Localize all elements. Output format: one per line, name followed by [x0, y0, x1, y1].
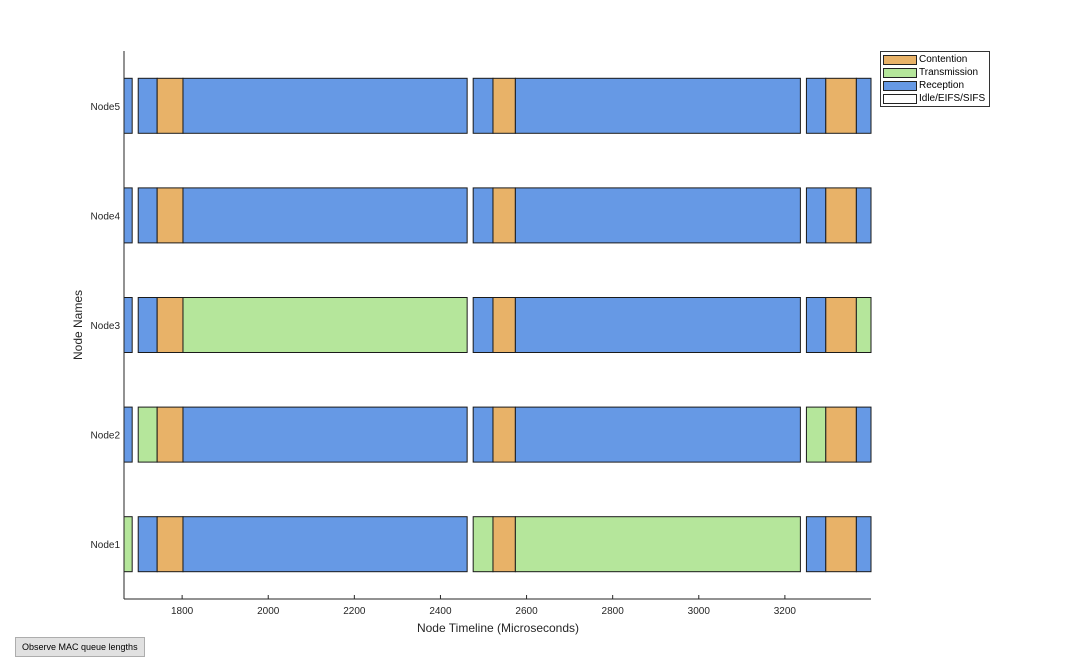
- timeline-row-node3: [123, 297, 872, 353]
- segment-transmission: [805, 406, 827, 463]
- segment-reception: [514, 406, 801, 463]
- segment-reception: [472, 406, 494, 463]
- segment-contention: [825, 297, 857, 353]
- y-tick-labels: Node5 Node4 Node3 Node2 Node1: [91, 102, 121, 551]
- legend-item-idle: Idle/EIFS/SIFS: [883, 92, 987, 105]
- x-tick-label: 2000: [257, 606, 280, 617]
- timeline-row-node2: [123, 406, 872, 463]
- segment-reception: [805, 297, 827, 353]
- segment-reception: [472, 297, 494, 353]
- legend-item-transmission: Transmission: [883, 66, 987, 79]
- y-tick-label: Node1: [91, 540, 121, 551]
- segment-reception: [123, 77, 133, 134]
- segment-reception: [182, 187, 468, 244]
- x-tick-label: 3000: [688, 606, 711, 617]
- segment-reception: [855, 187, 872, 244]
- segment-contention: [156, 187, 184, 244]
- segment-contention: [825, 77, 857, 134]
- segment-contention: [156, 516, 184, 573]
- segment-reception: [182, 77, 468, 134]
- legend-label: Transmission: [919, 67, 979, 78]
- segment-contention: [156, 406, 184, 463]
- legend-item-reception: Reception: [883, 79, 987, 92]
- segment-contention: [825, 516, 857, 573]
- segment-reception: [805, 516, 827, 573]
- y-axis-label: Node Names: [71, 290, 85, 360]
- y-tick-label: Node2: [91, 431, 121, 442]
- segment-transmission: [123, 516, 133, 573]
- segment-contention: [825, 406, 857, 463]
- segment-reception: [137, 187, 158, 244]
- y-tick-label: Node5: [91, 102, 121, 113]
- segment-transmission: [182, 297, 468, 353]
- segment-contention: [825, 187, 857, 244]
- segment-reception: [514, 77, 801, 134]
- segment-contention: [492, 297, 516, 353]
- segment-reception: [137, 516, 158, 573]
- segment-reception: [855, 77, 872, 134]
- segment-reception: [472, 187, 494, 244]
- segment-reception: [182, 516, 468, 573]
- segment-reception: [805, 187, 827, 244]
- legend-swatch-reception: [883, 80, 917, 91]
- segment-transmission: [514, 516, 801, 573]
- segment-contention: [492, 406, 516, 463]
- timeline-bars: [123, 77, 872, 573]
- legend-swatch-idle: [883, 93, 917, 104]
- segment-reception: [123, 297, 133, 353]
- segment-reception: [514, 187, 801, 244]
- segment-transmission: [855, 297, 872, 353]
- x-axis-label: Node Timeline (Microseconds): [417, 621, 579, 635]
- segment-reception: [805, 77, 827, 134]
- segment-transmission: [137, 406, 158, 463]
- segment-contention: [156, 297, 184, 353]
- segment-transmission: [472, 516, 494, 573]
- segment-contention: [492, 187, 516, 244]
- timeline-row-node5: [123, 77, 872, 134]
- x-tick-label: 2600: [515, 606, 538, 617]
- x-tick-label: 2800: [602, 606, 625, 617]
- timeline-row-node1: [123, 516, 872, 573]
- segment-reception: [123, 187, 133, 244]
- segment-reception: [855, 406, 872, 463]
- x-ticks: 1800 2000 2200 2400 2600 2800 3000 3200: [171, 595, 796, 617]
- segment-contention: [492, 77, 516, 134]
- segment-reception: [123, 406, 133, 463]
- segment-reception: [137, 297, 158, 353]
- legend-label: Idle/EIFS/SIFS: [919, 93, 986, 104]
- legend-swatch-transmission: [883, 67, 917, 78]
- segment-contention: [492, 516, 516, 573]
- x-tick-label: 3200: [774, 606, 797, 617]
- x-tick-label: 2200: [343, 606, 366, 617]
- segment-reception: [514, 297, 801, 353]
- legend-item-contention: Contention: [883, 53, 987, 66]
- segment-reception: [472, 77, 494, 134]
- chart-legend: Contention Transmission Reception Idle/E…: [880, 51, 990, 107]
- legend-label: Contention: [919, 54, 968, 65]
- segment-reception: [137, 77, 158, 134]
- legend-label: Reception: [919, 80, 965, 91]
- x-tick-label: 2400: [429, 606, 452, 617]
- segment-reception: [182, 406, 468, 463]
- observe-mac-queue-button[interactable]: Observe MAC queue lengths: [15, 637, 145, 657]
- segment-contention: [156, 77, 184, 134]
- y-tick-label: Node3: [91, 321, 121, 332]
- legend-swatch-contention: [883, 54, 917, 65]
- y-tick-label: Node4: [91, 211, 121, 222]
- x-tick-label: 1800: [171, 606, 194, 617]
- segment-reception: [855, 516, 872, 573]
- timeline-row-node4: [123, 187, 872, 244]
